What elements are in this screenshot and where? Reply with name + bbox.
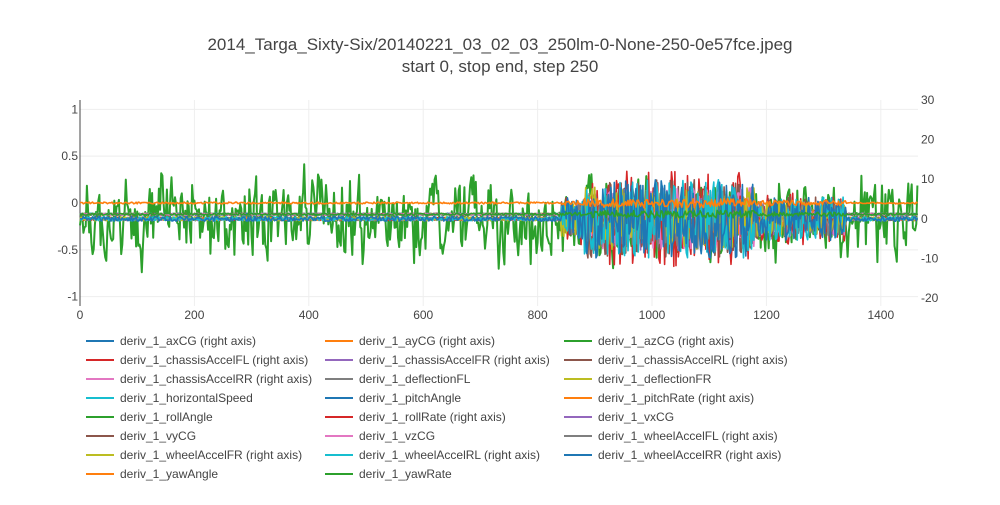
legend-label: deriv_1_yawAngle — [120, 467, 218, 481]
legend-label: deriv_1_vyCG — [120, 429, 196, 443]
y2-tick-label: -10 — [921, 251, 939, 265]
legend-label: deriv_1_pitchAngle — [359, 391, 461, 405]
legend-label: deriv_1_chassisAccelRL (right axis) — [598, 353, 788, 367]
x-tick-label: 400 — [299, 308, 319, 322]
legend-label: deriv_1_deflectionFR — [598, 372, 712, 386]
x-tick-label: 600 — [413, 308, 433, 322]
x-tick-label: 800 — [528, 308, 548, 322]
series-lines — [79, 163, 919, 274]
legend-label: deriv_1_deflectionFL — [359, 372, 471, 386]
legend-label: deriv_1_axCG (right axis) — [120, 334, 256, 348]
legend-label: deriv_1_wheelAccelRR (right axis) — [598, 448, 781, 462]
legend-label: deriv_1_chassisAccelRR (right axis) — [120, 372, 312, 386]
legend-label: deriv_1_rollRate (right axis) — [359, 410, 506, 424]
legend-label: deriv_1_pitchRate (right axis) — [598, 391, 754, 405]
x-tick-label: 0 — [77, 308, 84, 322]
legend-label: deriv_1_chassisAccelFL (right axis) — [120, 353, 308, 367]
legend-label: deriv_1_rollAngle — [120, 410, 213, 424]
y-tick-label: 1 — [71, 102, 78, 116]
x-tick-label: 1400 — [867, 308, 894, 322]
y-tick-label: 0 — [71, 196, 78, 210]
x-tick-label: 1000 — [639, 308, 666, 322]
y2-tick-label: 20 — [921, 133, 935, 147]
series-line — [79, 197, 918, 209]
y2-tick-label: 0 — [921, 212, 928, 226]
legend-label: deriv_1_yawRate — [359, 467, 452, 481]
y2-tick-label: 10 — [921, 172, 935, 186]
y-tick-label: -0.5 — [57, 243, 78, 257]
legend-label: deriv_1_wheelAccelRL (right axis) — [359, 448, 540, 462]
legend-label: deriv_1_wheelAccelFR (right axis) — [120, 448, 302, 462]
legend-label: deriv_1_chassisAccelFR (right axis) — [359, 353, 550, 367]
legend[interactable]: deriv_1_axCG (right axis) deriv_1_ayCG (r… — [86, 334, 788, 481]
x-tick-label: 1200 — [753, 308, 780, 322]
chart-title: 2014_Targa_Sixty-Six/20140221_03_02_03_2… — [207, 35, 792, 54]
chart-subtitle: start 0, stop end, step 250 — [402, 57, 599, 76]
x-tick-label: 200 — [184, 308, 204, 322]
legend-label: deriv_1_wheelAccelFL (right axis) — [598, 429, 778, 443]
axes: 0 200 400 600 800 1000 1200 1400-1-0.500.51-20-… — [57, 93, 938, 322]
legend-label: deriv_1_azCG (right axis) — [598, 334, 734, 348]
legend-label: deriv_1_vzCG — [359, 429, 435, 443]
legend-label: deriv_1_ayCG (right axis) — [359, 334, 495, 348]
y-tick-label: 0.5 — [61, 149, 78, 163]
series-line — [79, 179, 919, 259]
legend-label: deriv_1_vxCG — [598, 410, 674, 424]
series-line — [79, 209, 918, 219]
legend-label: deriv_1_horizontalSpeed — [120, 391, 253, 405]
y-tick-label: -1 — [67, 290, 78, 304]
y2-tick-label: -20 — [921, 291, 939, 305]
y2-tick-label: 30 — [921, 93, 935, 107]
